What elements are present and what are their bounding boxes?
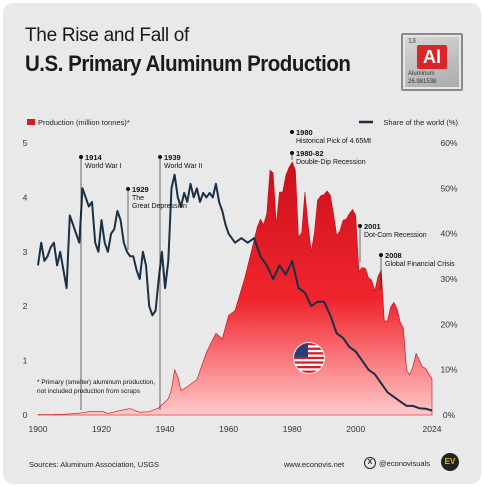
y-left-tick-label-2: 2 (23, 301, 28, 311)
atomic-number: 13 (408, 38, 416, 45)
annotation-year-1939: 1939 (164, 153, 181, 162)
us-flag-icon (293, 342, 325, 374)
annotation-dot-1914 (79, 155, 83, 159)
x-tick-label-1960: 1960 (219, 424, 238, 434)
y-left-tick-label-5: 5 (23, 138, 28, 148)
title-line-1: The Rise and Fall of (25, 25, 190, 46)
y-left-tick-label-0: 0 (23, 410, 28, 420)
footer-source: Sources: Aluminum Association, USGS (29, 460, 160, 469)
annotation-year-2008: 2008 (385, 251, 402, 260)
y-right-tick-label-60: 60% (440, 138, 457, 148)
annotation-dot-1980-82 (290, 151, 294, 155)
y-right-tick-label-0: 0% (443, 410, 456, 420)
y-right-tick-label-30: 30% (440, 274, 457, 284)
production-area-series (37, 161, 433, 416)
annotation-text-1929: The Great Depression (132, 195, 187, 210)
aluminum-element-tile: 13 Al Aluminum 26.981538 (401, 33, 463, 91)
y-right-tick-label-10: 10% (440, 365, 457, 375)
annotation-dot-1929 (126, 187, 130, 191)
share-line-series (37, 173, 433, 412)
footer-handle: @econovisuals (379, 458, 430, 468)
annotation-text-1939: World War II (164, 163, 203, 170)
footer-social[interactable]: X @econovisuals (364, 457, 430, 469)
y-left-tick-label-4: 4 (23, 192, 28, 202)
annotation-year-1914: 1914 (85, 153, 103, 162)
annotation-year-1980-82: 1980-82 (296, 149, 324, 158)
annotation-text-1980-82: Double-Dip Recession (296, 159, 366, 166)
annotation-year-1929: 1929 (132, 185, 149, 194)
x-tick-label-2024: 2024 (423, 424, 442, 434)
annotation-text-1980: Historical Pick of 4.65Mt (296, 138, 371, 145)
atomic-mass: 26.981538 (408, 79, 437, 85)
y-left-tick-label-3: 3 (23, 247, 28, 257)
annotation-dot-1980 (290, 130, 294, 134)
element-name: Aluminum (408, 71, 435, 77)
annotation-dot-1939 (158, 155, 162, 159)
annotation-dot-2008 (379, 253, 383, 257)
annotation-year-2001: 2001 (364, 222, 381, 231)
annotation-text-2008: Global Financial Crisis (385, 261, 455, 268)
legend-swatch-production (27, 119, 35, 125)
x-social-icon: X (364, 457, 376, 469)
legend-label-production: Production (million tonnes)* (38, 118, 130, 127)
annotation-text-2001: Dot-Com Recession (364, 232, 427, 239)
legend-label-share: Share of the world (%) (383, 118, 458, 127)
x-tick-label-2000: 2000 (346, 424, 365, 434)
y-right-tick-label-40: 40% (440, 229, 457, 239)
annotation-text-1914: World War I (85, 163, 122, 170)
footnote-line-1: * Primary (smelter) aluminum production, (37, 379, 155, 386)
footer-site-link[interactable]: www.econovis.net (284, 460, 345, 469)
x-tick-label-1940: 1940 (156, 424, 175, 434)
y-right-tick-label-20: 20% (440, 319, 457, 329)
annotation-year-1980: 1980 (296, 128, 313, 137)
x-tick-label-1900: 1900 (29, 424, 48, 434)
x-tick-label-1920: 1920 (92, 424, 111, 434)
annotation-dot-2001 (358, 224, 362, 228)
footnote-line-2: not included production from scraps (37, 388, 141, 395)
page-title: U.S. Primary Aluminum Production (25, 51, 351, 76)
y-left-tick-label-1: 1 (23, 356, 28, 366)
brand-logo: EV (441, 453, 459, 471)
y-right-tick-label-50: 50% (440, 183, 457, 193)
element-symbol: Al (417, 45, 447, 69)
x-tick-label-1980: 1980 (283, 424, 302, 434)
